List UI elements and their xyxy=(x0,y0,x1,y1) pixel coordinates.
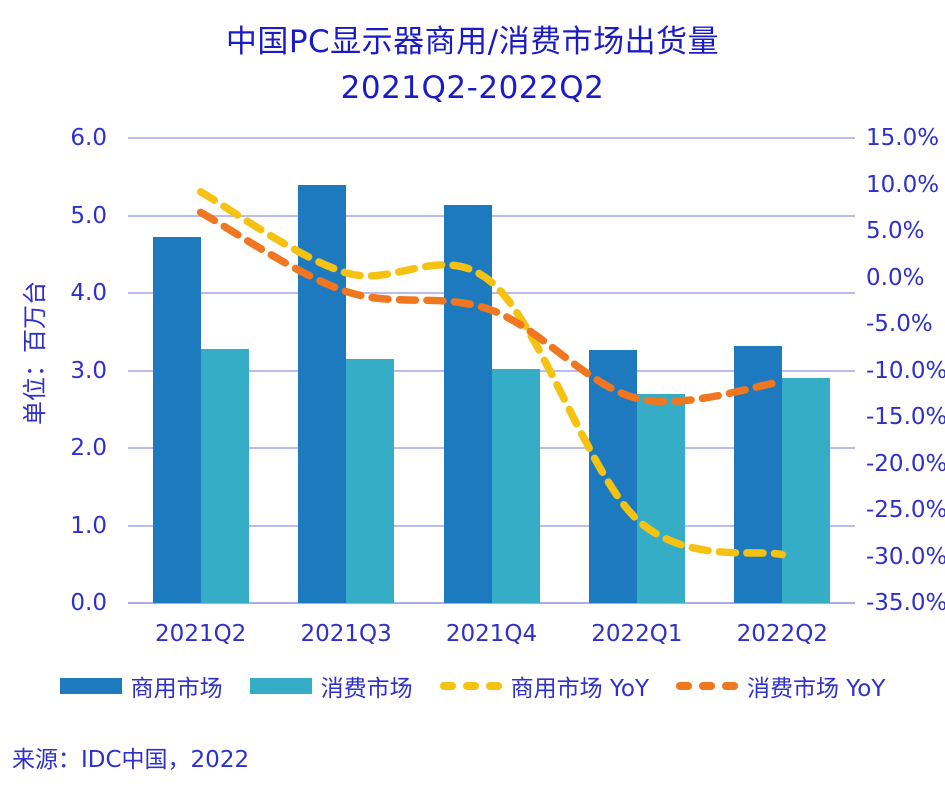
legend-dash xyxy=(722,682,738,690)
legend-swatch-consumer xyxy=(249,678,312,694)
legend-item-commercial: 商用市场 xyxy=(59,669,223,703)
yoy-line-commercial_yoy xyxy=(196,188,787,559)
x-label-2022Q2: 2022Q2 xyxy=(736,621,828,647)
x-label-2021Q3: 2021Q3 xyxy=(300,621,392,647)
right-tick-5.0%: 5.0% xyxy=(866,218,925,244)
yoy-lines-layer xyxy=(196,188,787,559)
legend-item-consumer_yoy: 消费市场 YoY xyxy=(676,669,885,703)
legend-item-commercial_yoy: 商用市场 YoY xyxy=(439,669,649,703)
bar-consumer-2021Q2 xyxy=(200,348,249,603)
legend-dash xyxy=(676,682,692,690)
right-tick--20.0%: -20.0% xyxy=(866,450,945,477)
legend-dash xyxy=(699,682,715,690)
left-tick-2.0: 2.0 xyxy=(70,435,107,461)
left-tick-4.0: 4.0 xyxy=(70,280,107,306)
legend-dash xyxy=(485,682,502,690)
right-tick--5.0%: -5.0% xyxy=(866,311,933,337)
x-axis-line xyxy=(128,602,855,604)
bar-consumer-2022Q1 xyxy=(636,393,685,603)
y-axis-title: 单位：百万台 xyxy=(21,281,49,425)
chart-title: 中国PC显示器商用/消费市场出货量 xyxy=(225,24,720,60)
bar-consumer-2022Q2 xyxy=(782,377,831,603)
right-tick--35.0%: -35.0% xyxy=(866,590,945,616)
legend: 商用市场 消费市场 商用市场 YoY 消费市场 YoY xyxy=(0,668,945,704)
legend-label-consumer_yoy: 消费市场 YoY xyxy=(747,676,886,702)
legend-item-consumer: 消费市场 xyxy=(249,669,413,703)
left-tick-6.0: 6.0 xyxy=(70,125,107,151)
legend-label-commercial_yoy: 商用市场 YoY xyxy=(510,676,649,702)
left-tick-3.0: 3.0 xyxy=(70,357,107,384)
right-tick-0.0%: 0.0% xyxy=(866,264,925,291)
legend-swatch-commercial xyxy=(59,678,122,694)
x-label-2021Q2: 2021Q2 xyxy=(155,621,247,647)
bar-consumer-2021Q4 xyxy=(491,369,540,603)
chart-subtitle: 2021Q2-2022Q2 xyxy=(340,70,605,106)
x-label-2022Q1: 2022Q1 xyxy=(591,621,683,647)
legend-dash xyxy=(462,682,479,690)
right-tick--25.0%: -25.0% xyxy=(866,497,945,523)
right-tick--30.0%: -30.0% xyxy=(866,543,945,570)
gridline xyxy=(128,137,855,139)
gridline xyxy=(128,292,855,294)
plot-area xyxy=(128,137,855,604)
left-tick-1.0: 1.0 xyxy=(70,512,107,539)
right-tick-15.0%: 15.0% xyxy=(866,125,940,151)
right-tick-10.0%: 10.0% xyxy=(866,171,940,198)
gridline xyxy=(128,214,855,217)
legend-swatch-commercial_yoy xyxy=(439,682,502,690)
legend-label-commercial: 商用市场 xyxy=(130,676,223,702)
right-tick--10.0%: -10.0% xyxy=(866,357,945,384)
legend-label-consumer: 消费市场 xyxy=(320,676,413,702)
x-label-2021Q4: 2021Q4 xyxy=(445,621,538,647)
legend-dash xyxy=(439,682,456,690)
bar-commercial-2021Q2 xyxy=(152,237,201,603)
right-tick--15.0%: -15.0% xyxy=(866,404,945,430)
yoy-line-consumer_yoy xyxy=(196,208,787,406)
left-tick-0.0: 0.0 xyxy=(70,590,107,616)
bar-commercial-2022Q1 xyxy=(588,349,637,603)
legend-swatch-consumer_yoy xyxy=(676,682,738,690)
source-text: 来源：IDC中国，2022 xyxy=(12,747,250,773)
bar-consumer-2021Q3 xyxy=(346,358,395,603)
left-tick-5.0: 5.0 xyxy=(70,202,107,229)
